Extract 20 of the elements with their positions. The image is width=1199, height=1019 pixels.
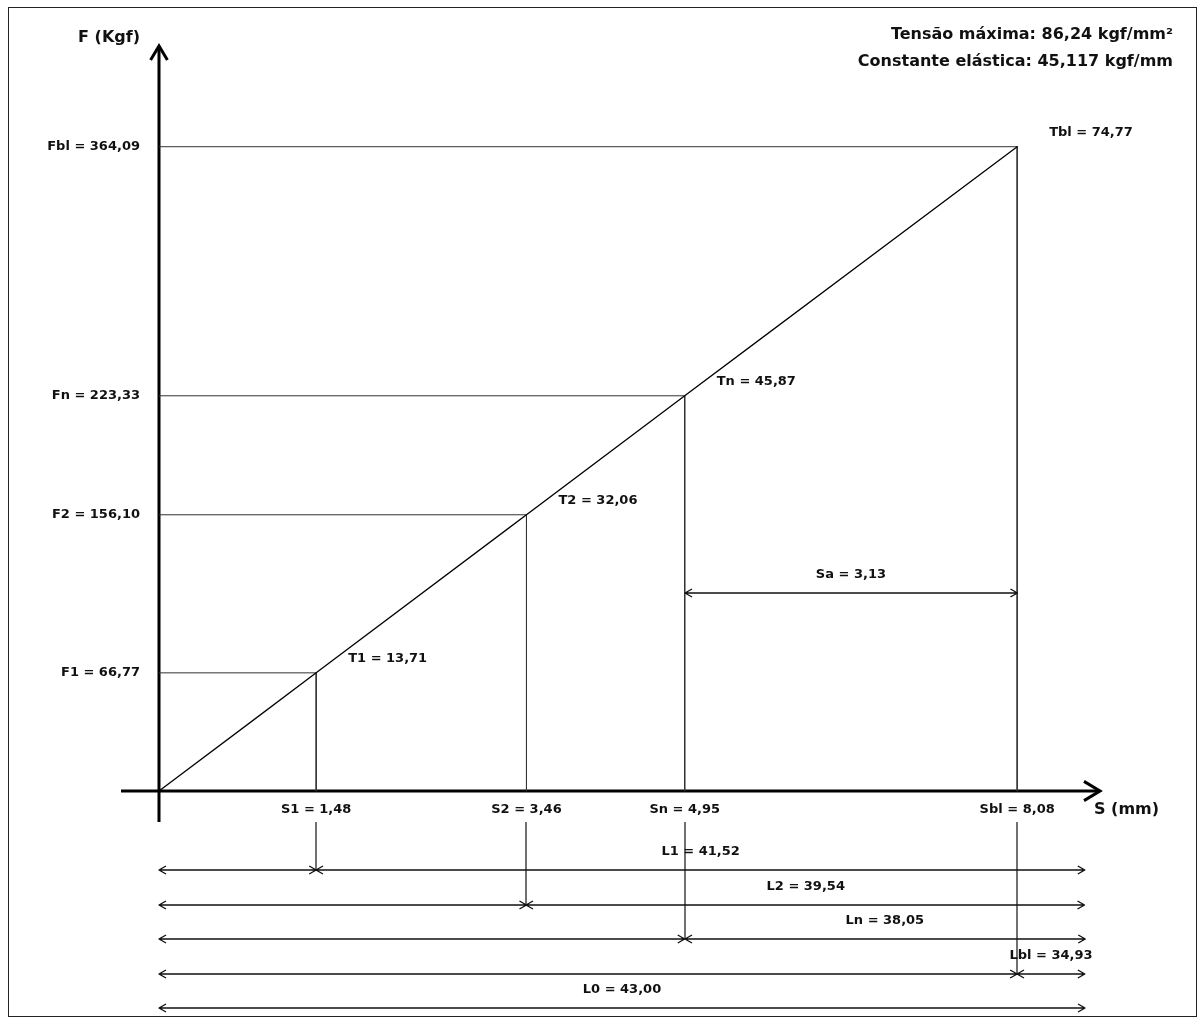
text: L2 = 39,54 <box>766 877 845 893</box>
annotation: Tn = 45,87 <box>716 373 796 389</box>
y-tick-label: Fbl = 364,09 <box>47 138 140 154</box>
y-axis-title: F (Kgf) <box>78 27 140 47</box>
annotation: T1 = 13,71 <box>348 650 428 666</box>
y-tick-label: F2 = 156,10 <box>51 506 140 522</box>
y-tick-label: Fn = 223,33 <box>51 387 140 403</box>
annotation: Sa = 3,13 <box>815 566 887 582</box>
x-tick-label: Sbl = 8,08 <box>979 801 1055 817</box>
text: L0 = 43,00 <box>582 981 662 997</box>
text: Ln = 38,05 <box>845 912 925 928</box>
x-tick-label: S2 = 3,46 <box>491 801 562 817</box>
chart-title: Tensão máxima: 86,24 kgf/mm² <box>890 24 1173 44</box>
annotation: T2 = 32,06 <box>558 492 638 508</box>
annotation: Tbl = 74,77 <box>1049 124 1133 140</box>
y-tick-label: F1 = 66,77 <box>61 664 140 680</box>
chart-subtitle: Constante elástica: 45,117 kgf/mm <box>857 51 1173 71</box>
x-tick-label: Sn = 4,95 <box>649 801 721 817</box>
x-axis-title: S (mm) <box>1094 799 1160 819</box>
x-tick-label: S1 = 1,48 <box>280 801 352 817</box>
